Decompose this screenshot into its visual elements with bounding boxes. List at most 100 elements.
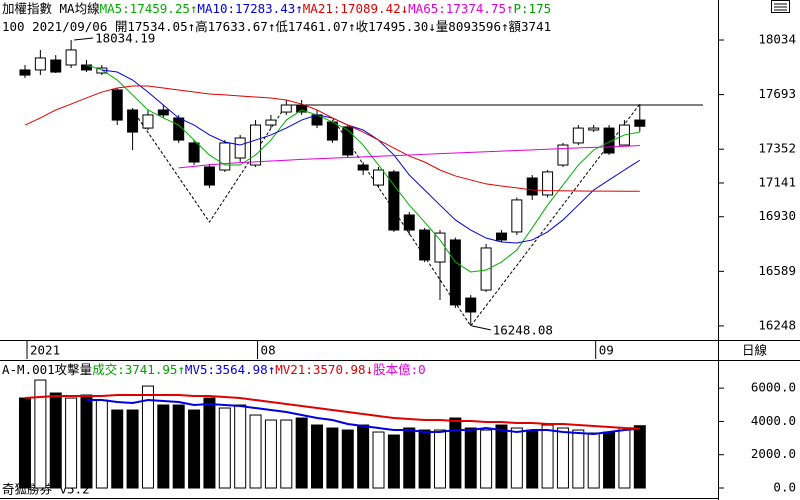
volume-ma-line — [24, 394, 640, 430]
volume-bar — [188, 409, 201, 489]
volume-bar — [264, 419, 277, 489]
volume-bar — [357, 424, 370, 489]
candle-body — [127, 109, 139, 133]
volume-bar — [449, 417, 462, 489]
volume-bar — [172, 404, 185, 489]
volume-bar — [95, 399, 108, 489]
volume-bar — [633, 425, 646, 489]
header-segment: MA21:17089.42↓ — [303, 1, 408, 16]
volume-bar — [234, 404, 247, 489]
x-tick-label: 09 — [599, 343, 614, 358]
window-icon[interactable] — [771, 0, 790, 13]
header-segment: 加權指數 MA均線 — [2, 1, 100, 16]
header-segment: MA65:17374.75↑ — [408, 1, 513, 16]
volume-bar — [541, 424, 554, 489]
volume-bar — [218, 407, 231, 489]
volume-bar — [618, 427, 631, 489]
candle-body — [603, 127, 615, 154]
period-label: 日線 — [742, 343, 768, 358]
candle-body — [526, 177, 538, 196]
y-tick-label: 2000.0 — [751, 446, 796, 461]
candle-body — [480, 247, 492, 291]
header-segment: MA5:17459.25↑ — [100, 1, 198, 16]
header-segment: MA10:17283.43↑ — [197, 1, 302, 16]
ma-line — [86, 64, 640, 273]
annotation: 18034.19 — [95, 30, 155, 45]
candle-body — [234, 137, 246, 159]
volume-bar — [603, 431, 616, 489]
candle-body — [296, 104, 308, 113]
candle-body — [19, 69, 31, 76]
annotation-line — [471, 325, 491, 331]
volume-bar — [19, 397, 31, 489]
candle-body — [511, 199, 523, 233]
candle-body — [111, 89, 123, 121]
volume-bar — [433, 429, 446, 489]
volume-bar — [326, 427, 339, 489]
candle-body — [357, 164, 369, 171]
candle-body — [34, 57, 46, 71]
candle-body — [465, 297, 477, 313]
volume-bar — [341, 429, 354, 489]
candle-body — [250, 124, 262, 166]
trend-line — [331, 103, 641, 327]
header-line: A-M.001攻擊量成交:3741.95↑MV5:3564.98↑MV21:35… — [2, 362, 426, 377]
ma-line — [178, 145, 640, 169]
candle-body — [219, 142, 231, 171]
volume-bar — [311, 424, 324, 489]
volume-ma-line — [86, 399, 640, 436]
volume-bar — [49, 392, 62, 489]
volume-bar — [34, 379, 47, 489]
x-tick-label: 08 — [261, 343, 276, 358]
candle-body — [50, 59, 62, 73]
volume-bar — [464, 427, 477, 489]
volume-bar — [556, 427, 569, 489]
header-line: 100 2021/09/06 開17534.05↑高17633.67↑低1746… — [2, 19, 551, 34]
candle-body — [65, 49, 77, 66]
candle-body — [265, 119, 277, 126]
volume-bar — [295, 417, 308, 489]
volume-bar — [418, 429, 431, 489]
candle-body — [572, 127, 584, 144]
volume-bar — [526, 429, 539, 489]
volume-bar — [80, 394, 93, 489]
volume-bar — [157, 404, 170, 489]
candle-body — [419, 229, 431, 261]
y-tick-label: 16930 — [758, 208, 796, 223]
header-line: 加權指數 MA均線MA5:17459.25↑MA10:17283.43↑MA21… — [2, 1, 551, 16]
icon-box — [771, 0, 790, 13]
candle-body — [188, 142, 200, 163]
volume-bar — [387, 434, 400, 489]
volume-bar — [480, 429, 493, 489]
candle-body — [542, 171, 554, 196]
candle-body — [157, 109, 169, 116]
volume-bar — [403, 427, 416, 489]
volume-bar — [126, 409, 139, 489]
candle-body — [434, 232, 446, 263]
ma-line — [101, 69, 641, 244]
header-segment: MV21:3570.98↓ — [275, 362, 373, 377]
plot-area — [19, 39, 703, 327]
volume-bar — [372, 431, 385, 489]
annotation-line — [74, 37, 94, 41]
candle-body — [326, 121, 338, 141]
candle-body — [588, 127, 600, 131]
y-tick-label: 17352 — [758, 141, 796, 156]
y-tick-label: 18034 — [758, 32, 796, 47]
annotation: 16248.08 — [493, 322, 553, 337]
volume-bar — [280, 419, 293, 489]
volume-bar — [572, 429, 585, 489]
candle-body — [373, 169, 385, 186]
candle-body — [449, 239, 461, 306]
header-segment: 100 2021/09/06 開17534.05↑高17633.67↑低1746… — [2, 19, 551, 34]
y-tick-label: 17141 — [758, 174, 796, 189]
volume-bar — [587, 432, 600, 489]
candle-body — [495, 232, 507, 241]
volume-bar — [65, 397, 78, 489]
candle-body — [403, 214, 415, 231]
volume-bar — [249, 414, 262, 489]
x-tick-label: 2021 — [30, 343, 60, 358]
y-tick-label: 16589 — [758, 263, 796, 278]
volume-bar — [203, 397, 216, 489]
